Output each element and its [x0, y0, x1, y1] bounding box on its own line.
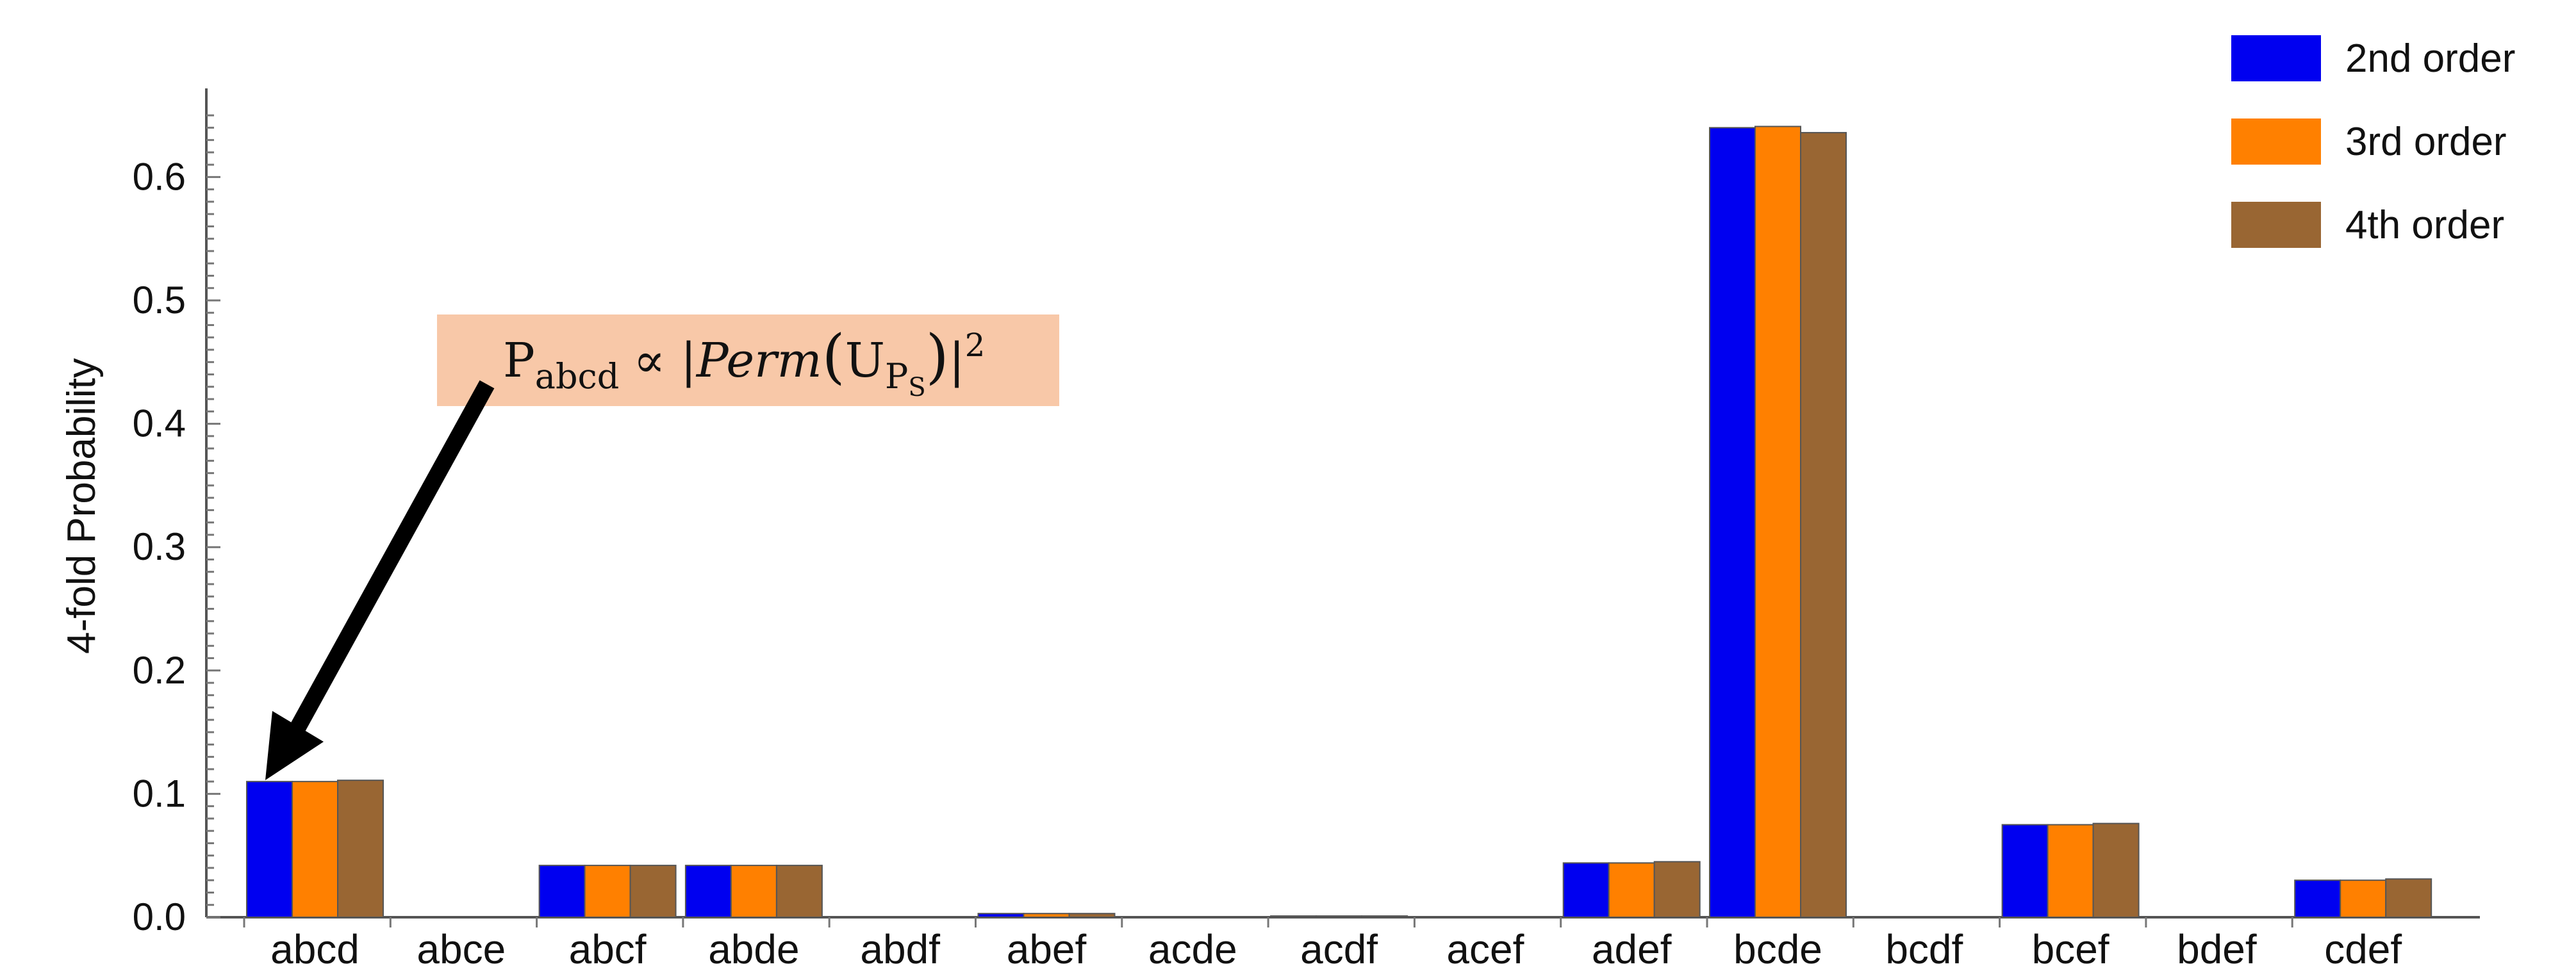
formula-exponent: 2	[965, 327, 986, 364]
category-labels: abcd abce abcf abde abdf abef acde acdf acef adef…	[270, 926, 2402, 972]
bar	[1653, 861, 1701, 918]
x-tick-label: bcde	[1733, 926, 1822, 972]
bar	[2092, 822, 2140, 919]
bar	[1270, 915, 1317, 918]
annotation-arrowhead	[265, 711, 324, 780]
legend-label: 3rd order	[2345, 120, 2507, 164]
bar	[1800, 132, 1847, 919]
y-tick-label: 0.2	[133, 649, 186, 692]
bar	[1754, 126, 1801, 919]
legend-swatch	[2231, 202, 2321, 248]
bar	[2047, 824, 2094, 919]
formula-argument-subsubscript: S	[908, 373, 925, 402]
bar	[2385, 878, 2432, 918]
bar	[2340, 879, 2387, 918]
formula-annotation: Pabcd ∝ |Perm(UPS)|2	[265, 314, 1059, 780]
bar	[1361, 915, 1408, 918]
legend: 2nd order 3rd order 4th order	[2231, 35, 2515, 248]
x-tick-label: cdef	[2324, 926, 2402, 972]
y-axis-label: 4-fold Probability	[60, 358, 104, 654]
formula-subscript: abcd	[535, 356, 620, 396]
bar	[1562, 862, 1610, 918]
formula-open-paren: (	[822, 322, 845, 391]
legend-swatch	[2231, 118, 2321, 165]
bar	[2294, 879, 2341, 918]
bar	[629, 865, 677, 919]
bar	[538, 865, 586, 919]
bar	[292, 781, 338, 919]
bar	[246, 781, 293, 919]
bar	[775, 865, 823, 919]
x-tick-label: acef	[1446, 926, 1524, 972]
y-tick-label: 0.1	[133, 772, 186, 815]
x-tick-label: adef	[1592, 926, 1672, 972]
bar	[1023, 913, 1070, 919]
bar	[730, 865, 777, 919]
y-tick-label: 0.3	[133, 525, 186, 568]
x-tick-label: abde	[708, 926, 799, 972]
bar	[977, 913, 1025, 919]
bar	[337, 780, 384, 918]
formula-close-paren: )	[926, 322, 949, 391]
bar	[2001, 824, 2049, 919]
y-tick-label: 0.4	[133, 402, 186, 445]
bar	[584, 865, 631, 919]
x-tick-label: abcd	[270, 926, 359, 972]
legend-label: 2nd order	[2345, 37, 2515, 81]
x-tick-label: bdef	[2177, 926, 2257, 972]
formula-relation: ∝ |	[633, 333, 697, 388]
bar	[1608, 862, 1655, 918]
chart-axes: 0.0 0.1 0.2 0.3 0.4 0.5 0.6	[133, 88, 2480, 938]
chart-bars	[246, 126, 2432, 919]
bar	[1316, 915, 1363, 918]
x-tick-label: acdf	[1300, 926, 1378, 972]
formula-closing: |	[949, 333, 965, 388]
bar	[684, 865, 732, 919]
formula-argument-subscript: P	[885, 356, 908, 396]
x-tick-label: abef	[1007, 926, 1087, 972]
bar	[1709, 127, 1756, 919]
annotation-formula: Pabcd ∝ |Perm(UPS)|2	[503, 322, 985, 402]
y-tick-label: 0.5	[133, 279, 186, 322]
y-tick-label: 0.0	[133, 895, 186, 938]
y-tick-label: 0.6	[133, 155, 186, 198]
legend-label: 4th order	[2345, 203, 2504, 247]
formula-argument: U	[845, 333, 885, 388]
formula-function: Perm	[695, 333, 822, 388]
annotation-box	[437, 314, 1059, 406]
x-tick-label: bcdf	[1885, 926, 1963, 972]
x-tick-label: bcef	[2032, 926, 2110, 972]
x-tick-label: abcf	[569, 926, 647, 972]
legend-swatch	[2231, 35, 2321, 81]
formula-symbol: P	[503, 333, 535, 388]
bar	[1068, 913, 1116, 919]
x-tick-label: abdf	[860, 926, 940, 972]
x-tick-label: acde	[1148, 926, 1237, 972]
x-tick-label: abce	[417, 926, 506, 972]
annotation-arrow-shaft	[286, 380, 495, 740]
